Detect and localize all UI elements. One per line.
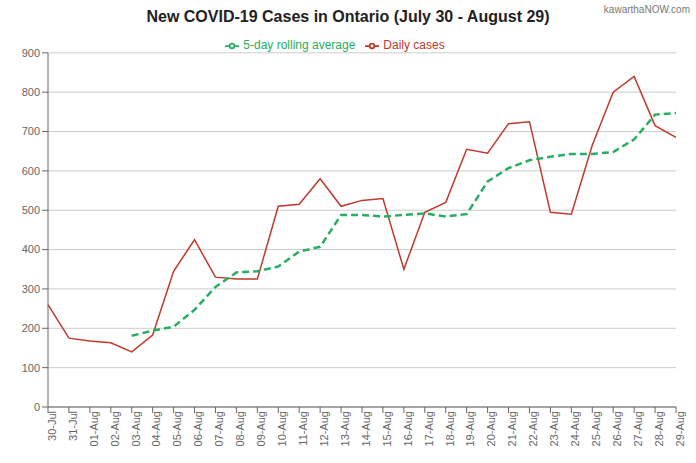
svg-text:14-Aug: 14-Aug	[360, 411, 372, 446]
svg-text:21-Aug: 21-Aug	[506, 411, 518, 446]
svg-text:12-Aug: 12-Aug	[318, 411, 330, 446]
svg-text:30-Jul: 30-Jul	[46, 411, 58, 441]
svg-text:03-Aug: 03-Aug	[130, 411, 142, 446]
svg-text:26-Aug: 26-Aug	[611, 411, 623, 446]
svg-text:07-Aug: 07-Aug	[213, 411, 225, 446]
svg-text:200: 200	[22, 322, 40, 334]
svg-text:16-Aug: 16-Aug	[402, 411, 414, 446]
svg-text:09-Aug: 09-Aug	[255, 411, 267, 446]
svg-text:15-Aug: 15-Aug	[381, 411, 393, 446]
svg-text:08-Aug: 08-Aug	[234, 411, 246, 446]
svg-text:01-Aug: 01-Aug	[88, 411, 100, 446]
svg-text:22-Aug: 22-Aug	[527, 411, 539, 446]
svg-text:04-Aug: 04-Aug	[150, 411, 162, 446]
svg-text:10-Aug: 10-Aug	[276, 411, 288, 446]
svg-text:600: 600	[22, 165, 40, 177]
svg-text:18-Aug: 18-Aug	[444, 411, 456, 446]
svg-text:900: 900	[22, 47, 40, 59]
svg-text:800: 800	[22, 86, 40, 98]
svg-text:17-Aug: 17-Aug	[423, 411, 435, 446]
svg-text:29-Aug: 29-Aug	[674, 411, 686, 446]
svg-text:700: 700	[22, 125, 40, 137]
svg-text:02-Aug: 02-Aug	[109, 411, 121, 446]
html-text:kawarthaNOW.com: kawarthaNOW.com	[603, 4, 690, 15]
svg-text:27-Aug: 27-Aug	[632, 411, 644, 446]
html-text:Daily cases: Daily cases	[383, 38, 445, 52]
svg-text:500: 500	[22, 204, 40, 216]
svg-text:05-Aug: 05-Aug	[171, 411, 183, 446]
svg-text:06-Aug: 06-Aug	[192, 411, 204, 446]
html-text:New COVID-19 Cases in Ontario: New COVID-19 Cases in Ontario (July 30 -…	[146, 8, 550, 25]
svg-text:0: 0	[34, 401, 40, 413]
svg-text:25-Aug: 25-Aug	[590, 411, 602, 446]
svg-text:13-Aug: 13-Aug	[339, 411, 351, 446]
svg-text:28-Aug: 28-Aug	[653, 411, 665, 446]
svg-text:20-Aug: 20-Aug	[485, 411, 497, 446]
svg-text:23-Aug: 23-Aug	[548, 411, 560, 446]
svg-text:100: 100	[22, 362, 40, 374]
html-text:5-day rolling average: 5-day rolling average	[243, 38, 356, 52]
svg-text:31-Jul: 31-Jul	[67, 411, 79, 441]
svg-text:24-Aug: 24-Aug	[569, 411, 581, 446]
svg-text:19-Aug: 19-Aug	[464, 411, 476, 446]
svg-text:400: 400	[22, 243, 40, 255]
svg-text:300: 300	[22, 283, 40, 295]
svg-text:11-Aug: 11-Aug	[297, 411, 309, 446]
